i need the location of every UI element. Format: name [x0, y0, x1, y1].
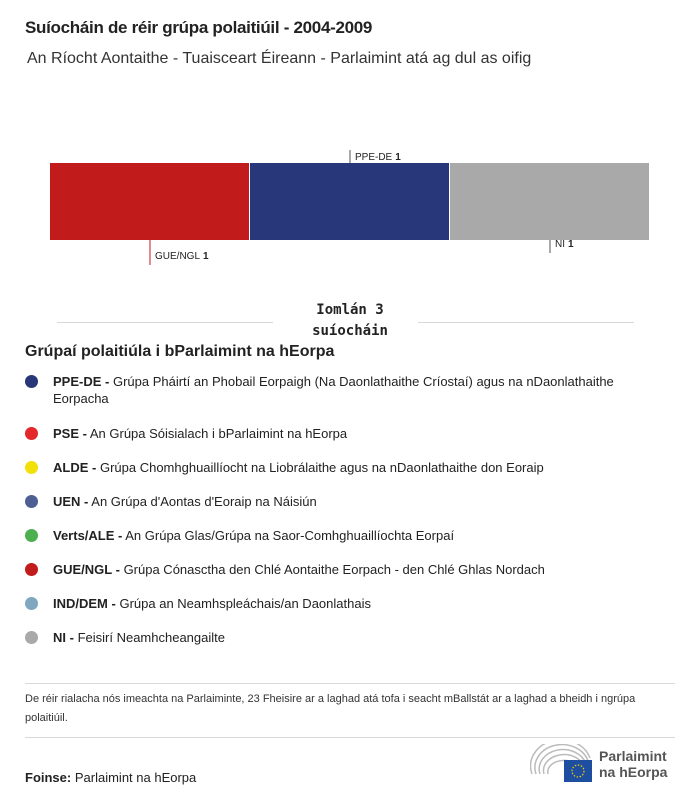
data-label-value: 1	[203, 251, 209, 262]
legend-desc: An Grúpa Glas/Grúpa na Saor-Comhghuaillí…	[125, 528, 455, 543]
legend-desc: Grúpa Pháirtí an Phobail Eorpaigh (Na Da…	[53, 374, 614, 406]
legend-abbr: GUE/NGL -	[53, 562, 120, 577]
divider-right	[418, 322, 634, 323]
legend-text: NI - Feisirí Neamhcheangailte	[53, 629, 225, 646]
legend-color-dot	[25, 529, 38, 542]
data-label-category: PPE-DE	[355, 152, 393, 163]
legend-desc: Grúpa Chomhghuaillíocht na Liobrálaithe …	[99, 460, 544, 475]
legend-desc: Grúpa Cónasctha den Chlé Aontaithe Eorpa…	[123, 562, 545, 577]
hemicycle-flag-icon	[530, 744, 592, 782]
footnote: De réir rialacha nós imeachta na Parlaim…	[25, 693, 636, 724]
legend-item: ALDE - Grúpa Chomhghuaillíocht na Liobrá…	[25, 459, 665, 476]
legend-desc: An Grúpa Sóisialach i bParlaimint na hEo…	[89, 426, 348, 441]
total-seats-unit: suíocháin	[312, 323, 388, 339]
legend-desc: An Grúpa d'Aontas d'Eoraip na Náisiún	[91, 494, 317, 509]
legend-color-dot	[25, 563, 38, 576]
legend-text: PPE-DE - Grúpa Pháirtí an Phobail Eorpai…	[53, 373, 665, 407]
logo-text: Parlaimint na hEorpa	[599, 748, 668, 780]
total-seats-count: Iomlán 3	[316, 302, 384, 318]
legend-title: Grúpaí polaitiúla i bParlaimint na hEorp…	[25, 343, 335, 360]
legend-item: GUE/NGL - Grúpa Cónasctha den Chlé Aonta…	[25, 561, 665, 578]
legend-desc: Feisirí Neamhcheangailte	[77, 630, 225, 645]
bar-segment-guengl	[50, 163, 249, 240]
source-value: Parlaimint na hEorpa	[74, 770, 197, 785]
legend-abbr: IND/DEM -	[53, 596, 116, 611]
data-label-category: NI	[555, 239, 565, 250]
bar-segment-ni	[450, 163, 649, 240]
source-label: Foinse:	[25, 770, 72, 785]
legend-color-dot	[25, 375, 38, 388]
legend-color-dot	[25, 495, 38, 508]
legend-text: Verts/ALE - An Grúpa Glas/Grúpa na Saor-…	[53, 527, 454, 544]
legend-abbr: Verts/ALE -	[53, 528, 123, 543]
data-label: PPE-DE 1	[355, 152, 401, 163]
legend-abbr: UEN -	[53, 494, 89, 509]
source: Foinse: Parlaimint na hEorpa	[25, 770, 196, 785]
legend-abbr: PPE-DE -	[53, 374, 110, 389]
legend-text: IND/DEM - Grúpa an Neamhspleáchais/an Da…	[53, 595, 371, 612]
data-label: NI 1	[555, 239, 574, 250]
legend-color-dot	[25, 461, 38, 474]
legend-color-dot	[25, 631, 38, 644]
legend-text: ALDE - Grúpa Chomhghuaillíocht na Liobrá…	[53, 459, 544, 476]
chart-subtitle: An Ríocht Aontaithe - Tuaisceart Éireann…	[27, 50, 532, 67]
legend-abbr: PSE -	[53, 426, 87, 441]
legend-color-dot	[25, 427, 38, 440]
data-label: GUE/NGL 1	[155, 251, 209, 262]
total-seats: Iomlán 3 suíocháin	[290, 300, 410, 342]
legend-desc: Grúpa an Neamhspleáchais/an Daonlathais	[119, 596, 371, 611]
legend-item: NI - Feisirí Neamhcheangailte	[25, 629, 665, 646]
bar-segment-ppede	[250, 163, 449, 240]
divider	[25, 737, 675, 738]
european-parliament-logo: Parlaimint na hEorpa	[530, 744, 667, 784]
legend-text: PSE - An Grúpa Sóisialach i bParlaimint …	[53, 425, 347, 442]
legend-color-dot	[25, 597, 38, 610]
legend-abbr: NI -	[53, 630, 74, 645]
legend-text: GUE/NGL - Grúpa Cónasctha den Chlé Aonta…	[53, 561, 545, 578]
legend-item: IND/DEM - Grúpa an Neamhspleáchais/an Da…	[25, 595, 665, 612]
data-label-value: 1	[568, 239, 574, 250]
data-label-category: GUE/NGL	[155, 251, 200, 262]
divider	[25, 683, 675, 684]
data-label-value: 1	[395, 152, 401, 163]
legend-text: UEN - An Grúpa d'Aontas d'Eoraip na Náis…	[53, 493, 317, 510]
legend-item: PPE-DE - Grúpa Pháirtí an Phobail Eorpai…	[25, 373, 665, 407]
legend-item: Verts/ALE - An Grúpa Glas/Grúpa na Saor-…	[25, 527, 665, 544]
divider-left	[57, 322, 273, 323]
legend-item: UEN - An Grúpa d'Aontas d'Eoraip na Náis…	[25, 493, 665, 510]
chart-title: Suíocháin de réir grúpa polaitiúil - 200…	[25, 18, 373, 37]
legend-abbr: ALDE -	[53, 460, 97, 475]
legend-item: PSE - An Grúpa Sóisialach i bParlaimint …	[25, 425, 665, 442]
